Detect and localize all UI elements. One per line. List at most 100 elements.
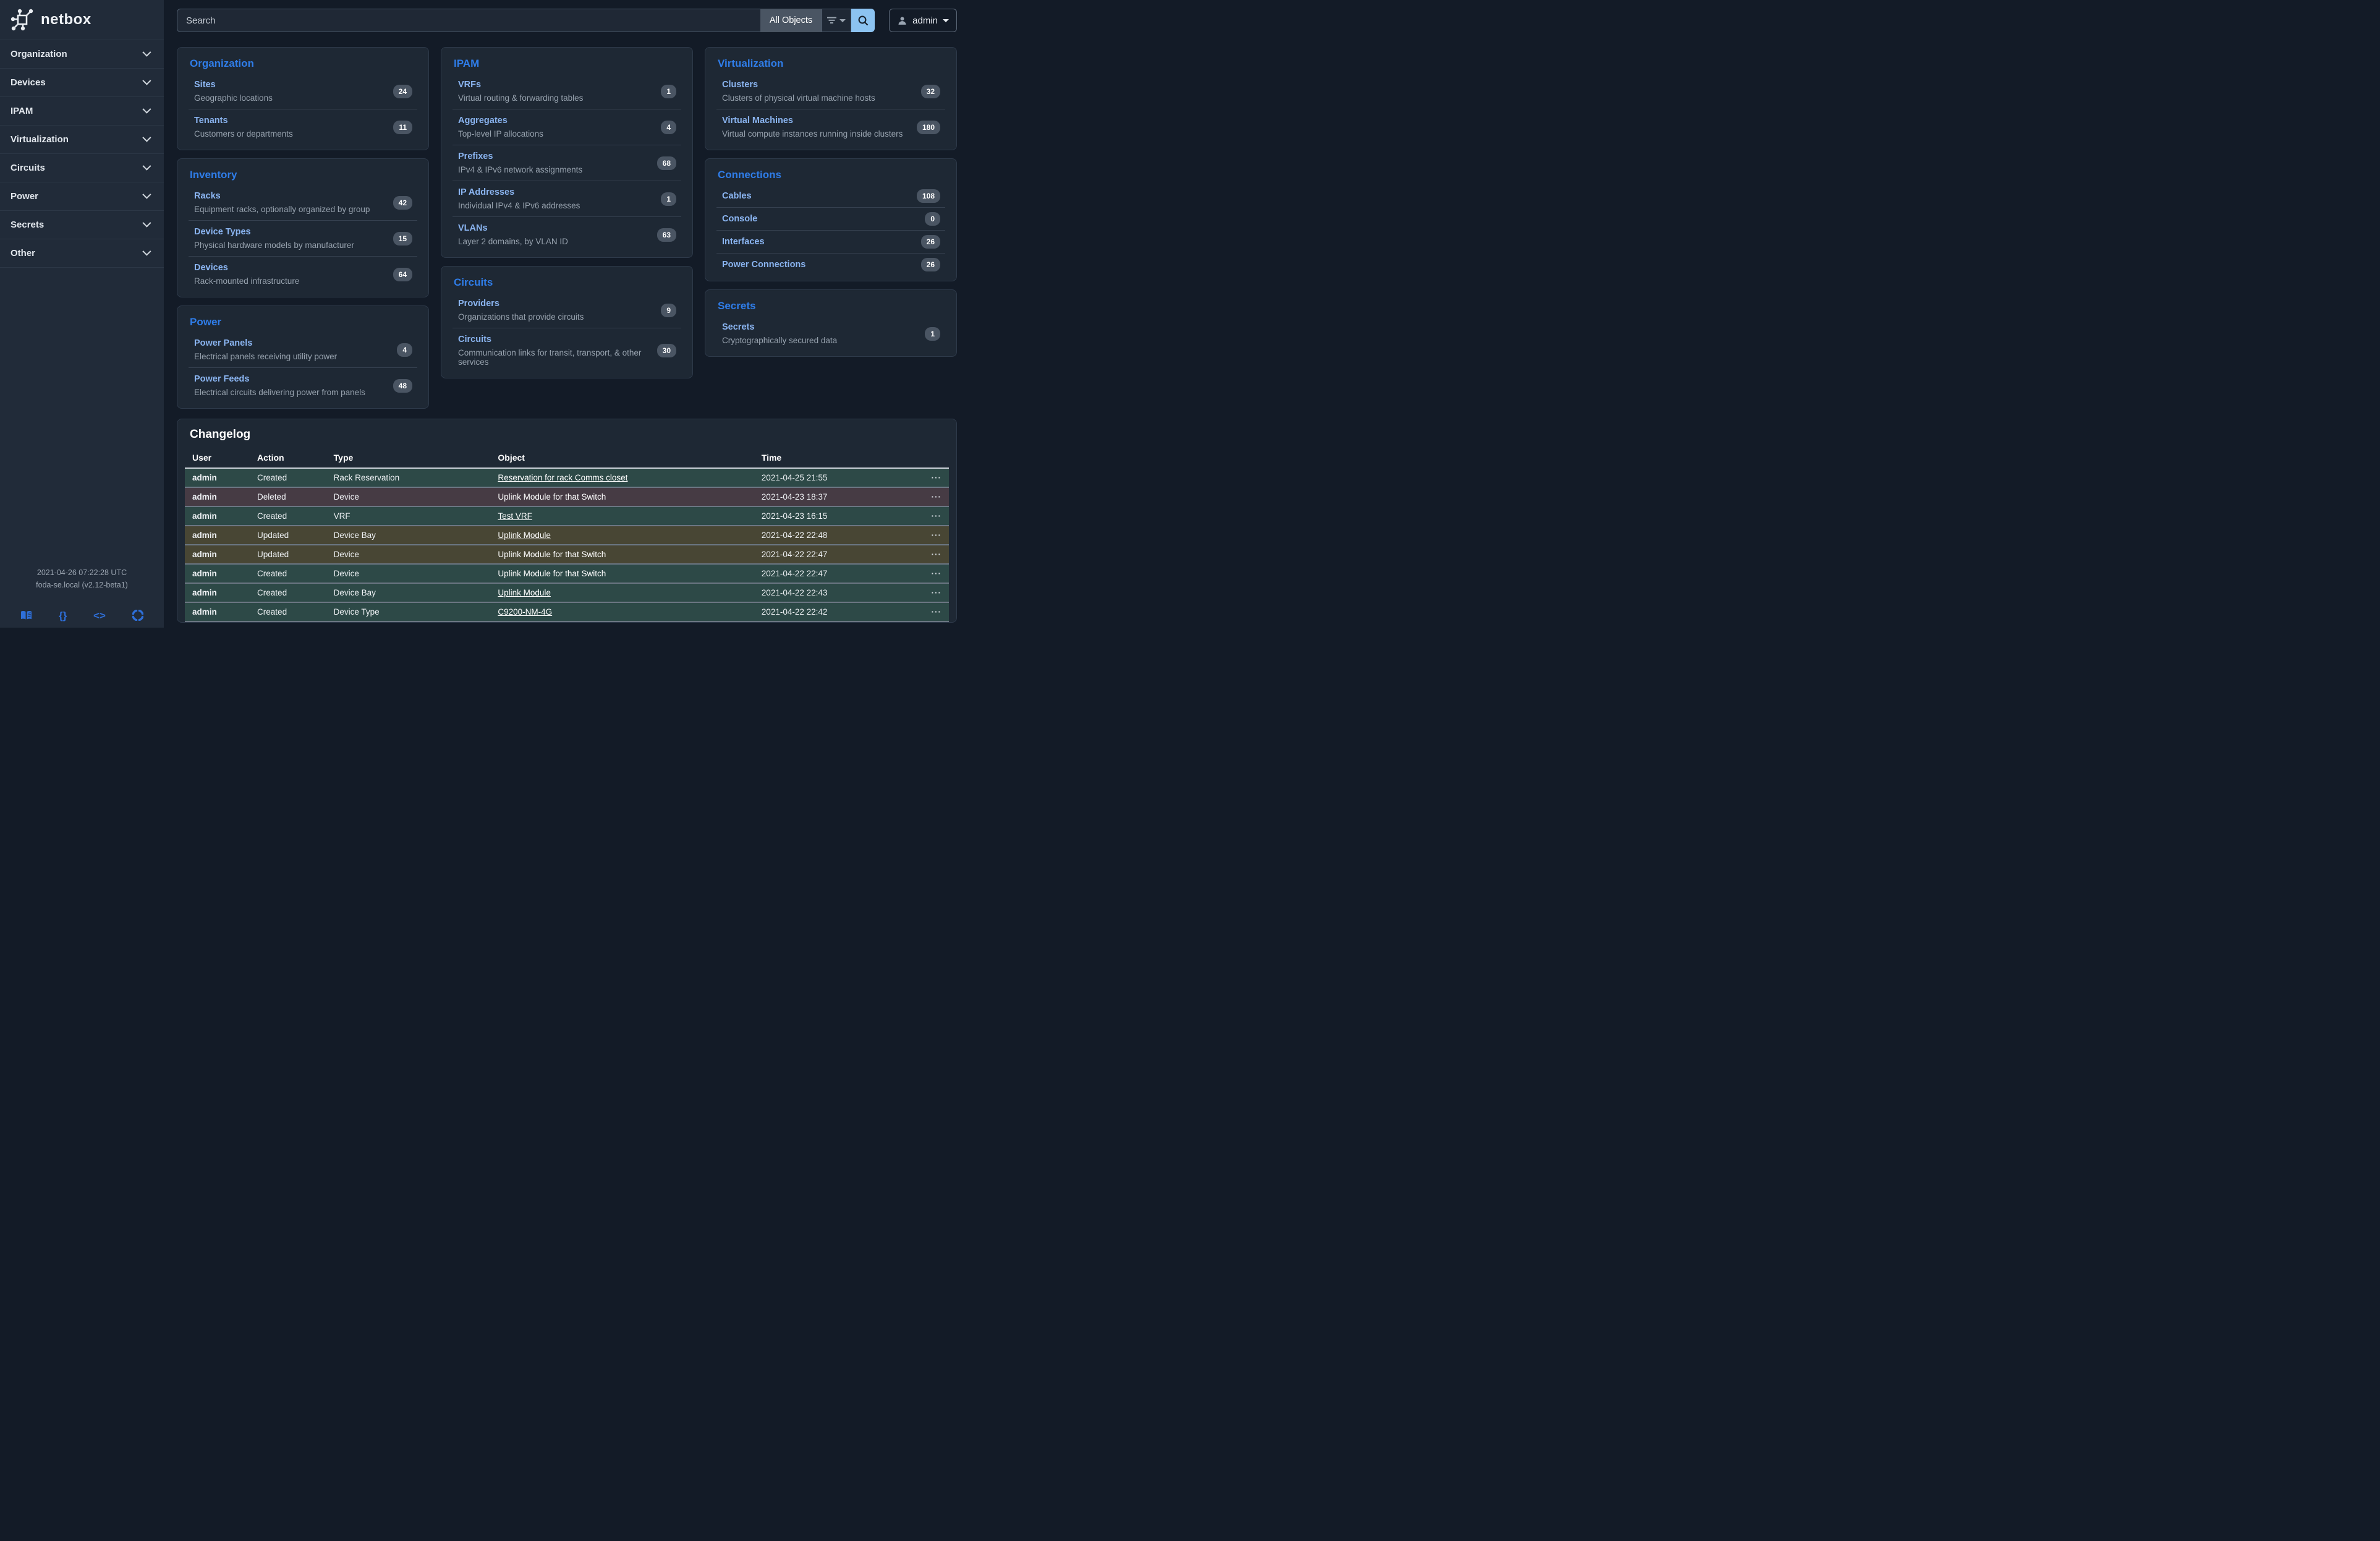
sidebar-item-circuits[interactable]: Circuits bbox=[0, 154, 164, 182]
row-actions-ellipsis[interactable]: ··· bbox=[907, 506, 949, 526]
summary-card: Power Power Panels Electrical panels rec… bbox=[177, 305, 429, 409]
sidebar-item-virtualization[interactable]: Virtualization bbox=[0, 126, 164, 154]
card-title-secrets[interactable]: Secrets bbox=[718, 300, 945, 312]
card-item-providers[interactable]: Providers Organizations that provide cir… bbox=[453, 292, 681, 328]
card-title-connections[interactable]: Connections bbox=[718, 169, 945, 181]
row-actions-ellipsis[interactable]: ··· bbox=[907, 468, 949, 487]
card-link-sites[interactable]: Sites bbox=[194, 80, 378, 90]
card-item-tenants[interactable]: Tenants Customers or departments 11 bbox=[189, 109, 417, 145]
card-item-circuits[interactable]: Circuits Communication links for transit… bbox=[453, 328, 681, 373]
card-item-console[interactable]: Console 0 bbox=[716, 207, 945, 230]
changelog-object-link[interactable]: Uplink Module bbox=[498, 531, 551, 540]
card-title-organization[interactable]: Organization bbox=[190, 58, 417, 70]
card-title-power[interactable]: Power bbox=[190, 316, 417, 328]
card-link-vrfs[interactable]: VRFs bbox=[458, 80, 642, 90]
card-item-sites[interactable]: Sites Geographic locations 24 bbox=[189, 74, 417, 109]
card-item-aggregates[interactable]: Aggregates Top-level IP allocations 4 bbox=[453, 109, 681, 145]
changelog-row[interactable]: admin Updated Device Uplink Module for t… bbox=[185, 545, 949, 564]
changelog-row[interactable]: admin Deleted Device Uplink Module for t… bbox=[185, 487, 949, 506]
changelog-object-link[interactable]: C9200-NM-4G bbox=[498, 607, 552, 617]
changelog-row[interactable]: admin Updated Device Bay Uplink Module 2… bbox=[185, 526, 949, 545]
card-item-interfaces[interactable]: Interfaces 26 bbox=[716, 230, 945, 253]
changelog-row[interactable]: admin Created Device Type C9200-NM-4G 20… bbox=[185, 602, 949, 621]
sidebar-item-organization[interactable]: Organization bbox=[0, 40, 164, 69]
row-actions-ellipsis[interactable]: ··· bbox=[907, 526, 949, 545]
card-link-virtual-machines[interactable]: Virtual Machines bbox=[722, 116, 906, 126]
card-item-prefixes[interactable]: Prefixes IPv4 & IPv6 network assignments… bbox=[453, 145, 681, 181]
changelog-row[interactable]: admin Created VRF Test VRF 2021-04-23 16… bbox=[185, 506, 949, 526]
card-link-prefixes[interactable]: Prefixes bbox=[458, 152, 642, 161]
card-item-vrfs[interactable]: VRFs Virtual routing & forwarding tables… bbox=[453, 74, 681, 109]
row-actions-ellipsis[interactable]: ··· bbox=[907, 602, 949, 621]
card-item-vlans[interactable]: VLANs Layer 2 domains, by VLAN ID 63 bbox=[453, 216, 681, 252]
changelog-object-link[interactable]: Test VRF bbox=[498, 511, 532, 521]
card-link-tenants[interactable]: Tenants bbox=[194, 116, 378, 126]
card-item-device-types[interactable]: Device Types Physical hardware models by… bbox=[189, 220, 417, 256]
search-input[interactable] bbox=[177, 9, 760, 32]
lifebuoy-icon[interactable] bbox=[132, 610, 143, 621]
changelog-title: Changelog bbox=[190, 428, 944, 442]
changelog-type: Device bbox=[326, 487, 491, 506]
sidebar-item-ipam[interactable]: IPAM bbox=[0, 97, 164, 126]
card-link-devices[interactable]: Devices bbox=[194, 263, 378, 273]
card-item-description: Virtual routing & forwarding tables bbox=[458, 93, 642, 103]
changelog-time: 2021-04-22 22:43 bbox=[754, 583, 907, 602]
card-link-secrets[interactable]: Secrets bbox=[722, 322, 906, 332]
sidebar-item-devices[interactable]: Devices bbox=[0, 69, 164, 97]
card-link-racks[interactable]: Racks bbox=[194, 191, 378, 201]
code-icon[interactable]: <> bbox=[93, 610, 106, 621]
changelog-row[interactable]: admin Created Device Bay Uplink Module 2… bbox=[185, 583, 949, 602]
card-link-circuits[interactable]: Circuits bbox=[458, 335, 642, 344]
changelog-row[interactable]: admin Created Device Uplink Module for t… bbox=[185, 564, 949, 583]
braces-icon[interactable]: {} bbox=[59, 610, 67, 621]
card-item-devices[interactable]: Devices Rack-mounted infrastructure 64 bbox=[189, 256, 417, 292]
card-item-virtual-machines[interactable]: Virtual Machines Virtual compute instanc… bbox=[716, 109, 945, 145]
card-link-interfaces[interactable]: Interfaces bbox=[722, 237, 906, 247]
card-item-power-feeds[interactable]: Power Feeds Electrical circuits deliveri… bbox=[189, 367, 417, 403]
card-item-clusters[interactable]: Clusters Clusters of physical virtual ma… bbox=[716, 74, 945, 109]
card-title-virtualization[interactable]: Virtualization bbox=[718, 58, 945, 70]
changelog-object-link[interactable]: Uplink Module bbox=[498, 588, 551, 597]
row-actions-ellipsis[interactable]: ··· bbox=[907, 487, 949, 506]
card-link-power-feeds[interactable]: Power Feeds bbox=[194, 374, 378, 384]
card-link-power-panels[interactable]: Power Panels bbox=[194, 338, 378, 348]
search-button[interactable] bbox=[851, 9, 875, 32]
card-link-console[interactable]: Console bbox=[722, 214, 906, 224]
chevron-down-icon bbox=[142, 76, 151, 85]
card-item-cables[interactable]: Cables 108 bbox=[716, 185, 945, 207]
column-header-action: Action bbox=[250, 449, 326, 468]
card-link-vlans[interactable]: VLANs bbox=[458, 223, 642, 233]
card-item-power-connections[interactable]: Power Connections 26 bbox=[716, 253, 945, 276]
book-icon[interactable] bbox=[20, 610, 32, 620]
changelog-object-link[interactable]: Reservation for rack Comms closet bbox=[498, 473, 627, 482]
row-actions-ellipsis[interactable]: ··· bbox=[907, 583, 949, 602]
card-link-cables[interactable]: Cables bbox=[722, 191, 906, 201]
changelog-action: Created bbox=[250, 468, 326, 487]
card-title-circuits[interactable]: Circuits bbox=[454, 276, 681, 289]
card-title-inventory[interactable]: Inventory bbox=[190, 169, 417, 181]
row-actions-ellipsis[interactable]: ··· bbox=[907, 564, 949, 583]
sidebar-item-other[interactable]: Other bbox=[0, 239, 164, 268]
card-link-device-types[interactable]: Device Types bbox=[194, 227, 378, 237]
sidebar-item-secrets[interactable]: Secrets bbox=[0, 211, 164, 239]
card-item-racks[interactable]: Racks Equipment racks, optionally organi… bbox=[189, 185, 417, 220]
summary-card: Virtualization Clusters Clusters of phys… bbox=[705, 47, 957, 150]
card-link-power-connections[interactable]: Power Connections bbox=[722, 260, 906, 270]
card-item-ip-addresses[interactable]: IP Addresses Individual IPv4 & IPv6 addr… bbox=[453, 181, 681, 216]
user-menu-button[interactable]: admin bbox=[889, 9, 957, 32]
search-filter-dropdown[interactable] bbox=[822, 9, 851, 32]
card-link-ip-addresses[interactable]: IP Addresses bbox=[458, 187, 642, 197]
card-title-ipam[interactable]: IPAM bbox=[454, 58, 681, 70]
count-badge: 32 bbox=[921, 85, 940, 98]
card-item-secrets[interactable]: Secrets Cryptographically secured data 1 bbox=[716, 316, 945, 351]
changelog-row[interactable]: admin Created Rack Reservation Reservati… bbox=[185, 468, 949, 487]
changelog-table: User Action Type Object Time admin Creat… bbox=[185, 449, 949, 622]
card-item-power-panels[interactable]: Power Panels Electrical panels receiving… bbox=[189, 332, 417, 367]
netbox-logo[interactable]: netbox bbox=[0, 0, 164, 40]
sidebar-item-power[interactable]: Power bbox=[0, 182, 164, 211]
row-actions-ellipsis[interactable]: ··· bbox=[907, 545, 949, 564]
card-link-clusters[interactable]: Clusters bbox=[722, 80, 906, 90]
card-link-providers[interactable]: Providers bbox=[458, 299, 642, 309]
card-link-aggregates[interactable]: Aggregates bbox=[458, 116, 642, 126]
changelog-time: 2021-04-22 22:47 bbox=[754, 564, 907, 583]
